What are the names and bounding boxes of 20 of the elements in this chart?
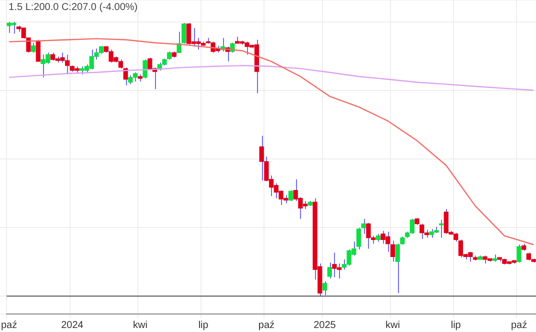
x-tick-label: kwi — [386, 320, 400, 331]
candlestick — [288, 190, 294, 202]
candlestick — [361, 218, 366, 234]
candlestick — [36, 39, 41, 62]
candlestick — [395, 243, 400, 294]
text: 1.5 L:200.0 C:207.0 (-4.00%) — [8, 2, 138, 13]
x-tick-label: lip — [450, 320, 462, 331]
candlestick — [322, 280, 328, 296]
x-tick-label: lip — [198, 320, 209, 331]
candlestick — [142, 59, 148, 79]
x-tick-label: kwi — [132, 320, 148, 331]
x-tick-label: paź — [258, 320, 275, 331]
x-tick-label: paź — [1, 320, 18, 331]
candlestick — [31, 42, 36, 54]
candlestick — [327, 262, 332, 279]
x-tick-label: 2024 — [61, 320, 84, 331]
x-tick-label: paź — [510, 320, 528, 331]
x-tick-label: 2025 — [314, 320, 336, 331]
candlestick — [516, 244, 522, 263]
candlestick — [182, 22, 186, 44]
